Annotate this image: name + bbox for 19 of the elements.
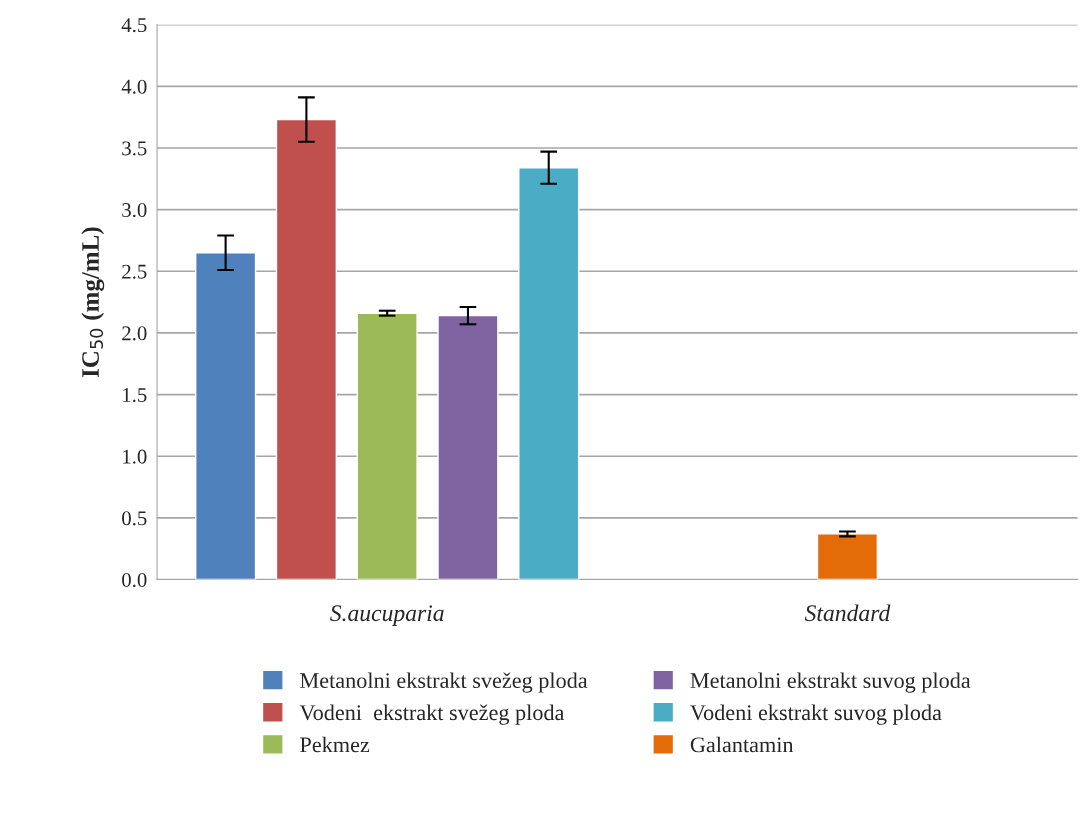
- legend-label: Pekmez: [300, 736, 370, 753]
- y-tick-label: 3.5: [122, 141, 147, 156]
- y-tick-label: 4.0: [121, 79, 147, 94]
- x-tick-label: Standard: [804, 604, 891, 622]
- y-tick-label: 0.5: [122, 511, 147, 526]
- y-tick-label: 2.5: [122, 264, 147, 279]
- x-tick-label: S.aucuparia: [330, 605, 444, 626]
- legend-label: Metanolni ekstrakt svežeg ploda: [300, 672, 588, 693]
- legend-label: Galantamin: [690, 736, 794, 753]
- y-tick-label: 3.0: [122, 202, 147, 218]
- y-axis-title: IC$_{50}$ (mg/mL): [81, 227, 105, 378]
- legend-label: Vodeni ekstrakt svežeg ploda: [299, 704, 565, 725]
- y-tick-label: 1.5: [123, 388, 147, 403]
- y-tick-label: 2.0: [122, 326, 147, 341]
- y-tick-label: 1.0: [123, 449, 147, 464]
- legend-label: Metanolni ekstrakt suvog ploda: [690, 672, 971, 693]
- y-tick-label: 4.5: [121, 18, 147, 33]
- legend-label: Vodeni ekstrakt suvog ploda: [690, 704, 942, 725]
- y-tick-label: 0.0: [122, 572, 147, 588]
